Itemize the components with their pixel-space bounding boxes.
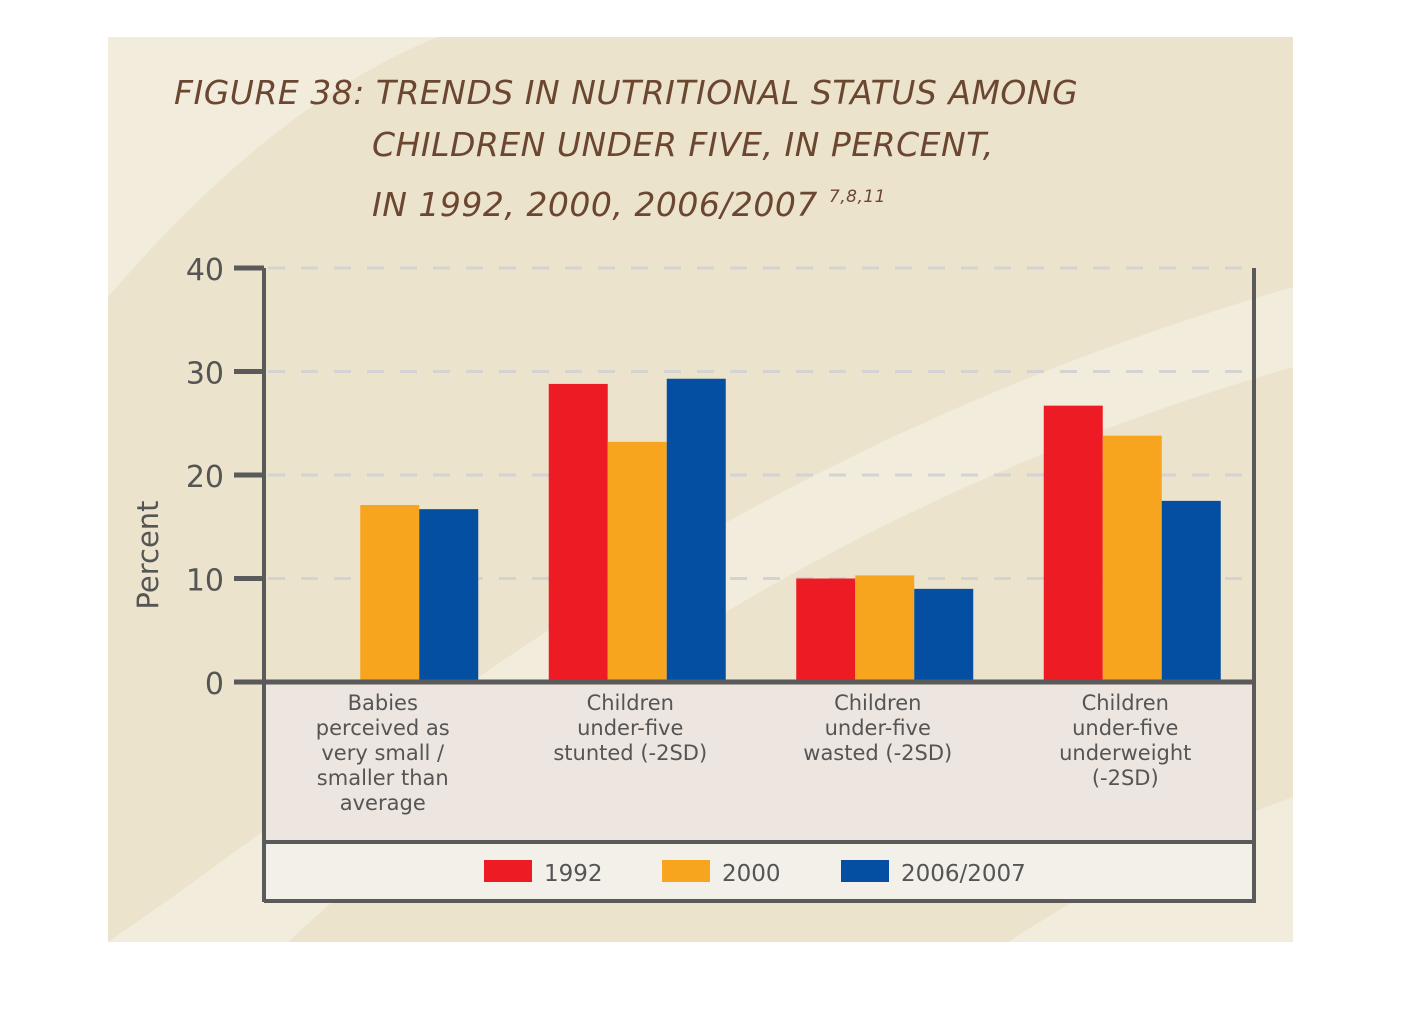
- bar-2006-2007-0: [419, 509, 479, 682]
- category-label: smaller than: [317, 766, 449, 790]
- category-label: Children: [834, 691, 921, 715]
- category-label-area: [264, 682, 1254, 842]
- category-label: (-2SD): [1092, 766, 1159, 790]
- legend-swatch-2006-2007: [841, 860, 889, 882]
- legend-label-1992: 1992: [544, 861, 603, 887]
- category-label: average: [340, 791, 426, 815]
- y-tick-label: 10: [186, 564, 224, 599]
- y-tick-label: 40: [186, 253, 224, 288]
- y-tick-label: 20: [186, 460, 224, 495]
- bar-2000-2: [855, 575, 915, 682]
- legend-label-2000: 2000: [722, 861, 781, 887]
- category-label: perceived as: [316, 716, 450, 740]
- bar-2006-2007-3: [1161, 500, 1221, 682]
- title-references: 7,8,11: [828, 187, 886, 207]
- category-label: under-five: [825, 716, 931, 740]
- y-axis-label: Percent: [131, 500, 165, 609]
- bar-2006-2007-2: [914, 588, 974, 682]
- legend-swatch-2000: [662, 860, 710, 882]
- category-label: wasted (-2SD): [803, 741, 952, 765]
- title-prefix: FIGURE 38:: [174, 73, 365, 112]
- category-label: under-five: [1072, 716, 1178, 740]
- bar-2000-0: [360, 505, 420, 682]
- category-label: Children: [1082, 691, 1169, 715]
- bar-2000-1: [607, 441, 667, 682]
- title-line-3: IN 1992, 2000, 2006/2007: [372, 185, 818, 224]
- y-tick-label: 0: [205, 667, 224, 702]
- category-label: Children: [587, 691, 674, 715]
- bar-1992-2: [796, 578, 856, 682]
- category-label: Babies: [348, 691, 418, 715]
- bar-1992-3: [1043, 405, 1103, 682]
- title-line-1: TRENDS IN NUTRITIONAL STATUS AMONG: [375, 73, 1079, 112]
- category-label: stunted (-2SD): [553, 741, 707, 765]
- bar-2006-2007-1: [666, 378, 726, 682]
- bar-1992-1: [548, 383, 608, 682]
- chart-title: FIGURE 38: TRENDS IN NUTRITIONAL STATUS …: [174, 67, 1078, 231]
- y-tick-label: 30: [186, 357, 224, 392]
- legend-label-2006-2007: 2006/2007: [901, 861, 1026, 887]
- title-line-2: CHILDREN UNDER FIVE, IN PERCENT,: [372, 125, 994, 164]
- legend-area: [264, 842, 1254, 901]
- category-label: underweight: [1059, 741, 1191, 765]
- legend-swatch-1992: [484, 860, 532, 882]
- category-label: very small /: [321, 741, 445, 765]
- category-label: under-five: [577, 716, 683, 740]
- bar-2000-3: [1102, 435, 1162, 682]
